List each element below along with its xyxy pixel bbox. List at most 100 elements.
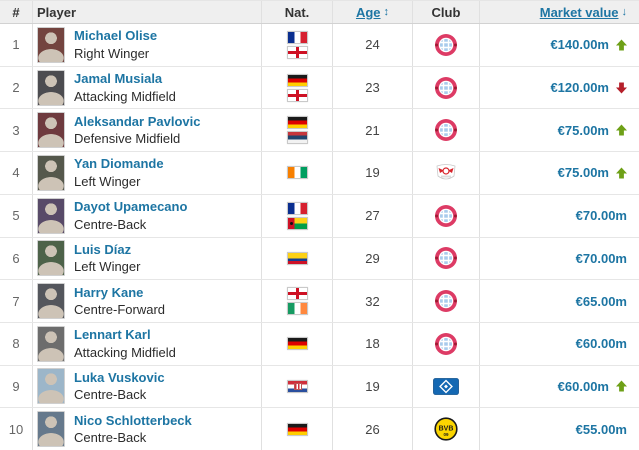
hsv-club-logo-icon[interactable]	[433, 373, 459, 399]
player-photo[interactable]	[37, 325, 65, 362]
flag-germany-icon	[286, 422, 308, 436]
trend-up-icon	[616, 39, 627, 51]
nationality-cell	[262, 365, 333, 408]
player-photo[interactable]	[37, 411, 65, 448]
club-cell	[413, 66, 480, 109]
age-cell: 19	[333, 365, 413, 408]
market-value-link[interactable]: €60.00m	[557, 378, 609, 394]
market-value-cell: €65.00m	[480, 280, 639, 322]
club-cell	[413, 109, 480, 152]
player-photo[interactable]	[37, 240, 65, 277]
market-value-cell: €75.00m	[480, 152, 639, 194]
player-photo[interactable]	[37, 69, 65, 106]
market-value-link[interactable]: €60.00m	[575, 336, 627, 352]
player-cell: Jamal Musiala Attacking Midfield	[33, 66, 262, 109]
player-position: Centre-Forward	[74, 302, 166, 318]
club-cell	[413, 194, 480, 237]
player-name-link[interactable]: Michael Olise	[74, 28, 158, 44]
nationality-cell	[262, 408, 333, 450]
market-value-link[interactable]: €120.00m	[550, 80, 609, 96]
player-name-link[interactable]: Jamal Musiala	[74, 71, 163, 86]
flag-germany-icon	[286, 337, 308, 351]
player-photo[interactable]	[37, 283, 65, 320]
rank-cell: 7	[0, 280, 33, 322]
flag-england-icon	[286, 88, 308, 102]
player-photo[interactable]	[37, 197, 65, 234]
market-value-link[interactable]: €65.00m	[575, 293, 627, 309]
player-name-link[interactable]: Luka Vuskovic	[74, 369, 165, 385]
player-cell: Nico Schlotterbeck Centre-Back	[33, 408, 262, 450]
market-value-link[interactable]: €70.00m	[575, 250, 627, 266]
age-cell: 26	[333, 408, 413, 450]
column-player-header: Player	[33, 1, 262, 23]
market-value-link[interactable]: €70.00m	[575, 208, 627, 224]
player-name-link[interactable]: Yan Diomande	[74, 156, 164, 172]
bayern-club-logo-icon[interactable]	[433, 288, 459, 314]
table-row: 7 Harry Kane Centre-Forward 32 €65.00m	[0, 280, 639, 323]
table-header-row: # Player Nat. Age ↕ Club Market value ↓	[0, 1, 639, 24]
bayern-club-logo-icon[interactable]	[433, 331, 459, 357]
trend-down-indicator	[616, 82, 627, 94]
player-photo[interactable]	[37, 112, 65, 149]
market-value-link[interactable]: €75.00m	[557, 122, 609, 138]
player-cell: Michael Olise Right Winger	[33, 24, 262, 66]
bayern-club-logo-icon[interactable]	[433, 117, 459, 143]
player-name-link[interactable]: Nico Schlotterbeck	[74, 412, 192, 428]
player-position: Defensive Midfield	[74, 131, 181, 147]
bvb-club-logo-icon[interactable]: BVB 09	[433, 416, 459, 442]
leipzig-club-logo-icon[interactable]	[433, 160, 459, 186]
player-name-link[interactable]: Luis Díaz	[74, 241, 132, 257]
market-value-sort-link[interactable]: Market value	[539, 4, 619, 20]
player-photo[interactable]	[37, 154, 65, 191]
player-photo[interactable]	[37, 368, 65, 405]
sort-desc-icon[interactable]: ↓	[621, 6, 628, 18]
age-cell: 23	[333, 66, 413, 109]
table-row: 2 Jamal Musiala Attacking Midfield 23 €1…	[0, 66, 639, 110]
player-position: Centre-Back	[74, 387, 147, 403]
rank-cell: 2	[0, 66, 33, 109]
nationality-cell	[262, 152, 333, 194]
table-row: 1 Michael Olise Right Winger 24 €140.00m	[0, 24, 639, 67]
column-club-header: Club	[413, 1, 480, 23]
player-name-link[interactable]: Lennart Karl	[74, 327, 151, 343]
player-name-link[interactable]: Harry Kane	[74, 284, 144, 300]
nationality-cell	[262, 24, 333, 66]
player-photo[interactable]	[37, 26, 65, 63]
age-cell: 29	[333, 237, 413, 280]
trend-up-indicator	[616, 39, 627, 51]
rank-cell: 4	[0, 152, 33, 194]
market-value-link[interactable]: €55.00m	[575, 421, 627, 437]
market-value-cell: €75.00m	[480, 109, 639, 151]
bayern-club-logo-icon[interactable]	[433, 245, 459, 271]
bayern-club-logo-icon[interactable]	[433, 75, 459, 101]
nationality-cell	[262, 280, 333, 322]
age-cell: 27	[333, 194, 413, 237]
flag-england-icon	[286, 45, 308, 59]
player-position: Right Winger	[74, 45, 150, 61]
table-row: 4 Yan Diomande Left Winger 19 €75.00m	[0, 152, 639, 195]
market-value-link[interactable]: €140.00m	[550, 37, 609, 53]
age-sort-link[interactable]: Age	[355, 4, 381, 20]
market-value-cell: €120.00m	[480, 67, 639, 109]
sort-updown-icon[interactable]: ↕	[383, 6, 390, 18]
rank-cell: 8	[0, 322, 33, 365]
bayern-club-logo-icon[interactable]	[433, 203, 459, 229]
trend-up-indicator	[616, 167, 627, 179]
rank-cell: 10	[0, 408, 33, 450]
bayern-club-logo-icon[interactable]	[433, 32, 459, 58]
nationality-cell	[262, 66, 333, 109]
rank-cell: 3	[0, 109, 33, 152]
table-row: 8 Lennart Karl Attacking Midfield 18 €60…	[0, 322, 639, 366]
column-market-value-header: Market value ↓	[480, 1, 639, 23]
market-value-link[interactable]: €75.00m	[557, 165, 609, 181]
flag-germany-icon	[286, 73, 308, 87]
nationality-cell	[262, 237, 333, 280]
club-cell	[413, 237, 480, 280]
player-name-link[interactable]: Dayot Upamecano	[74, 199, 188, 215]
trend-up-icon	[616, 380, 627, 392]
player-name-link[interactable]: Aleksandar Pavlovic	[74, 113, 201, 129]
trend-down-icon	[616, 82, 627, 94]
table-row: 9 Luka Vuskovic Centre-Back 19 €60.00m	[0, 365, 639, 409]
trend-up-icon	[616, 124, 627, 136]
